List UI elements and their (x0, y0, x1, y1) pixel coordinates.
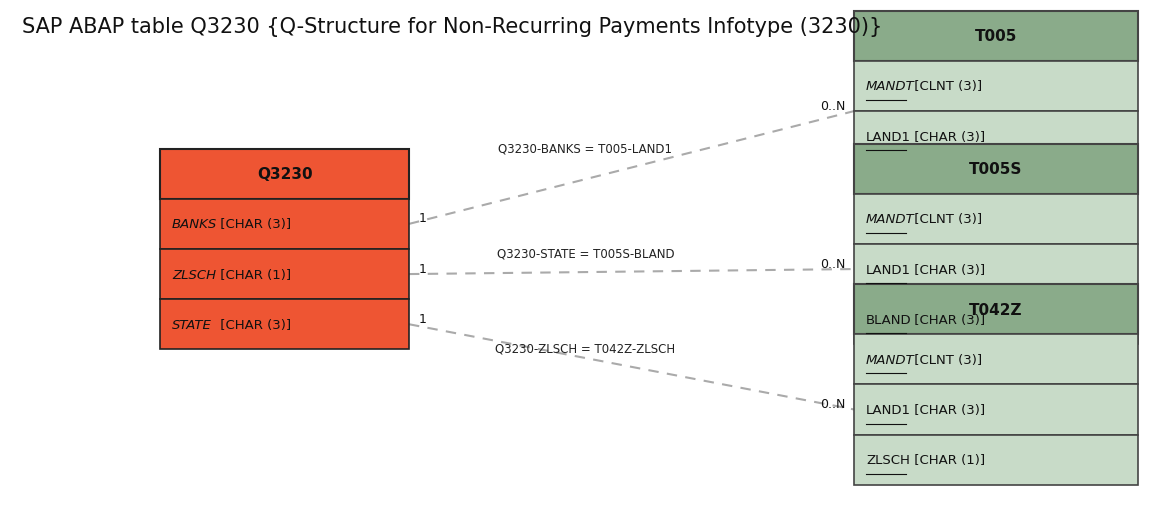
Text: SAP ABAP table Q3230 {Q-Structure for Non-Recurring Payments Infotype (3230)}: SAP ABAP table Q3230 {Q-Structure for No… (21, 17, 882, 37)
Text: [CLNT (3)]: [CLNT (3)] (910, 353, 982, 366)
FancyBboxPatch shape (854, 385, 1138, 435)
FancyBboxPatch shape (854, 62, 1138, 112)
Text: T005: T005 (975, 29, 1017, 44)
FancyBboxPatch shape (161, 200, 409, 249)
Text: [CHAR (3)]: [CHAR (3)] (910, 130, 984, 144)
Text: LAND1: LAND1 (866, 403, 911, 416)
Text: Q3230: Q3230 (256, 167, 312, 182)
Text: Q3230-ZLSCH = T042Z-ZLSCH: Q3230-ZLSCH = T042Z-ZLSCH (495, 342, 676, 355)
FancyBboxPatch shape (854, 435, 1138, 485)
Text: 0..N: 0..N (820, 397, 845, 410)
Text: 1: 1 (418, 312, 426, 325)
Text: ZLSCH: ZLSCH (172, 268, 216, 281)
Text: [CLNT (3)]: [CLNT (3)] (910, 80, 982, 93)
Text: STATE: STATE (172, 318, 212, 331)
Text: BLAND: BLAND (866, 313, 911, 326)
FancyBboxPatch shape (854, 334, 1138, 385)
Text: T005S: T005S (969, 162, 1023, 177)
Text: 0..N: 0..N (820, 257, 845, 270)
Text: MANDT: MANDT (866, 353, 915, 366)
Text: [CHAR (3)]: [CHAR (3)] (216, 318, 291, 331)
Text: 0..N: 0..N (820, 99, 845, 112)
Text: [CHAR (3)]: [CHAR (3)] (216, 218, 291, 231)
FancyBboxPatch shape (854, 112, 1138, 162)
Text: BANKS: BANKS (172, 218, 217, 231)
FancyBboxPatch shape (854, 285, 1138, 334)
FancyBboxPatch shape (854, 295, 1138, 345)
Text: MANDT: MANDT (866, 80, 915, 93)
Text: LAND1: LAND1 (866, 130, 911, 144)
Text: Q3230-STATE = T005S-BLAND: Q3230-STATE = T005S-BLAND (496, 246, 675, 260)
FancyBboxPatch shape (854, 12, 1138, 62)
Text: [CHAR (3)]: [CHAR (3)] (910, 313, 984, 326)
FancyBboxPatch shape (854, 145, 1138, 194)
Text: [CHAR (1)]: [CHAR (1)] (910, 454, 984, 466)
Text: [CHAR (3)]: [CHAR (3)] (910, 263, 984, 276)
Text: 1: 1 (418, 212, 426, 225)
FancyBboxPatch shape (161, 300, 409, 350)
Text: [CHAR (3)]: [CHAR (3)] (910, 403, 984, 416)
Text: Q3230-BANKS = T005-LAND1: Q3230-BANKS = T005-LAND1 (499, 143, 672, 156)
FancyBboxPatch shape (161, 149, 409, 200)
Text: ZLSCH: ZLSCH (866, 454, 910, 466)
Text: MANDT: MANDT (866, 213, 915, 226)
Text: LAND1: LAND1 (866, 263, 911, 276)
FancyBboxPatch shape (854, 194, 1138, 244)
Text: [CHAR (1)]: [CHAR (1)] (216, 268, 291, 281)
FancyBboxPatch shape (854, 244, 1138, 295)
Text: T042Z: T042Z (969, 302, 1023, 317)
FancyBboxPatch shape (161, 249, 409, 300)
Text: [CLNT (3)]: [CLNT (3)] (910, 213, 982, 226)
Text: 1: 1 (418, 262, 426, 275)
